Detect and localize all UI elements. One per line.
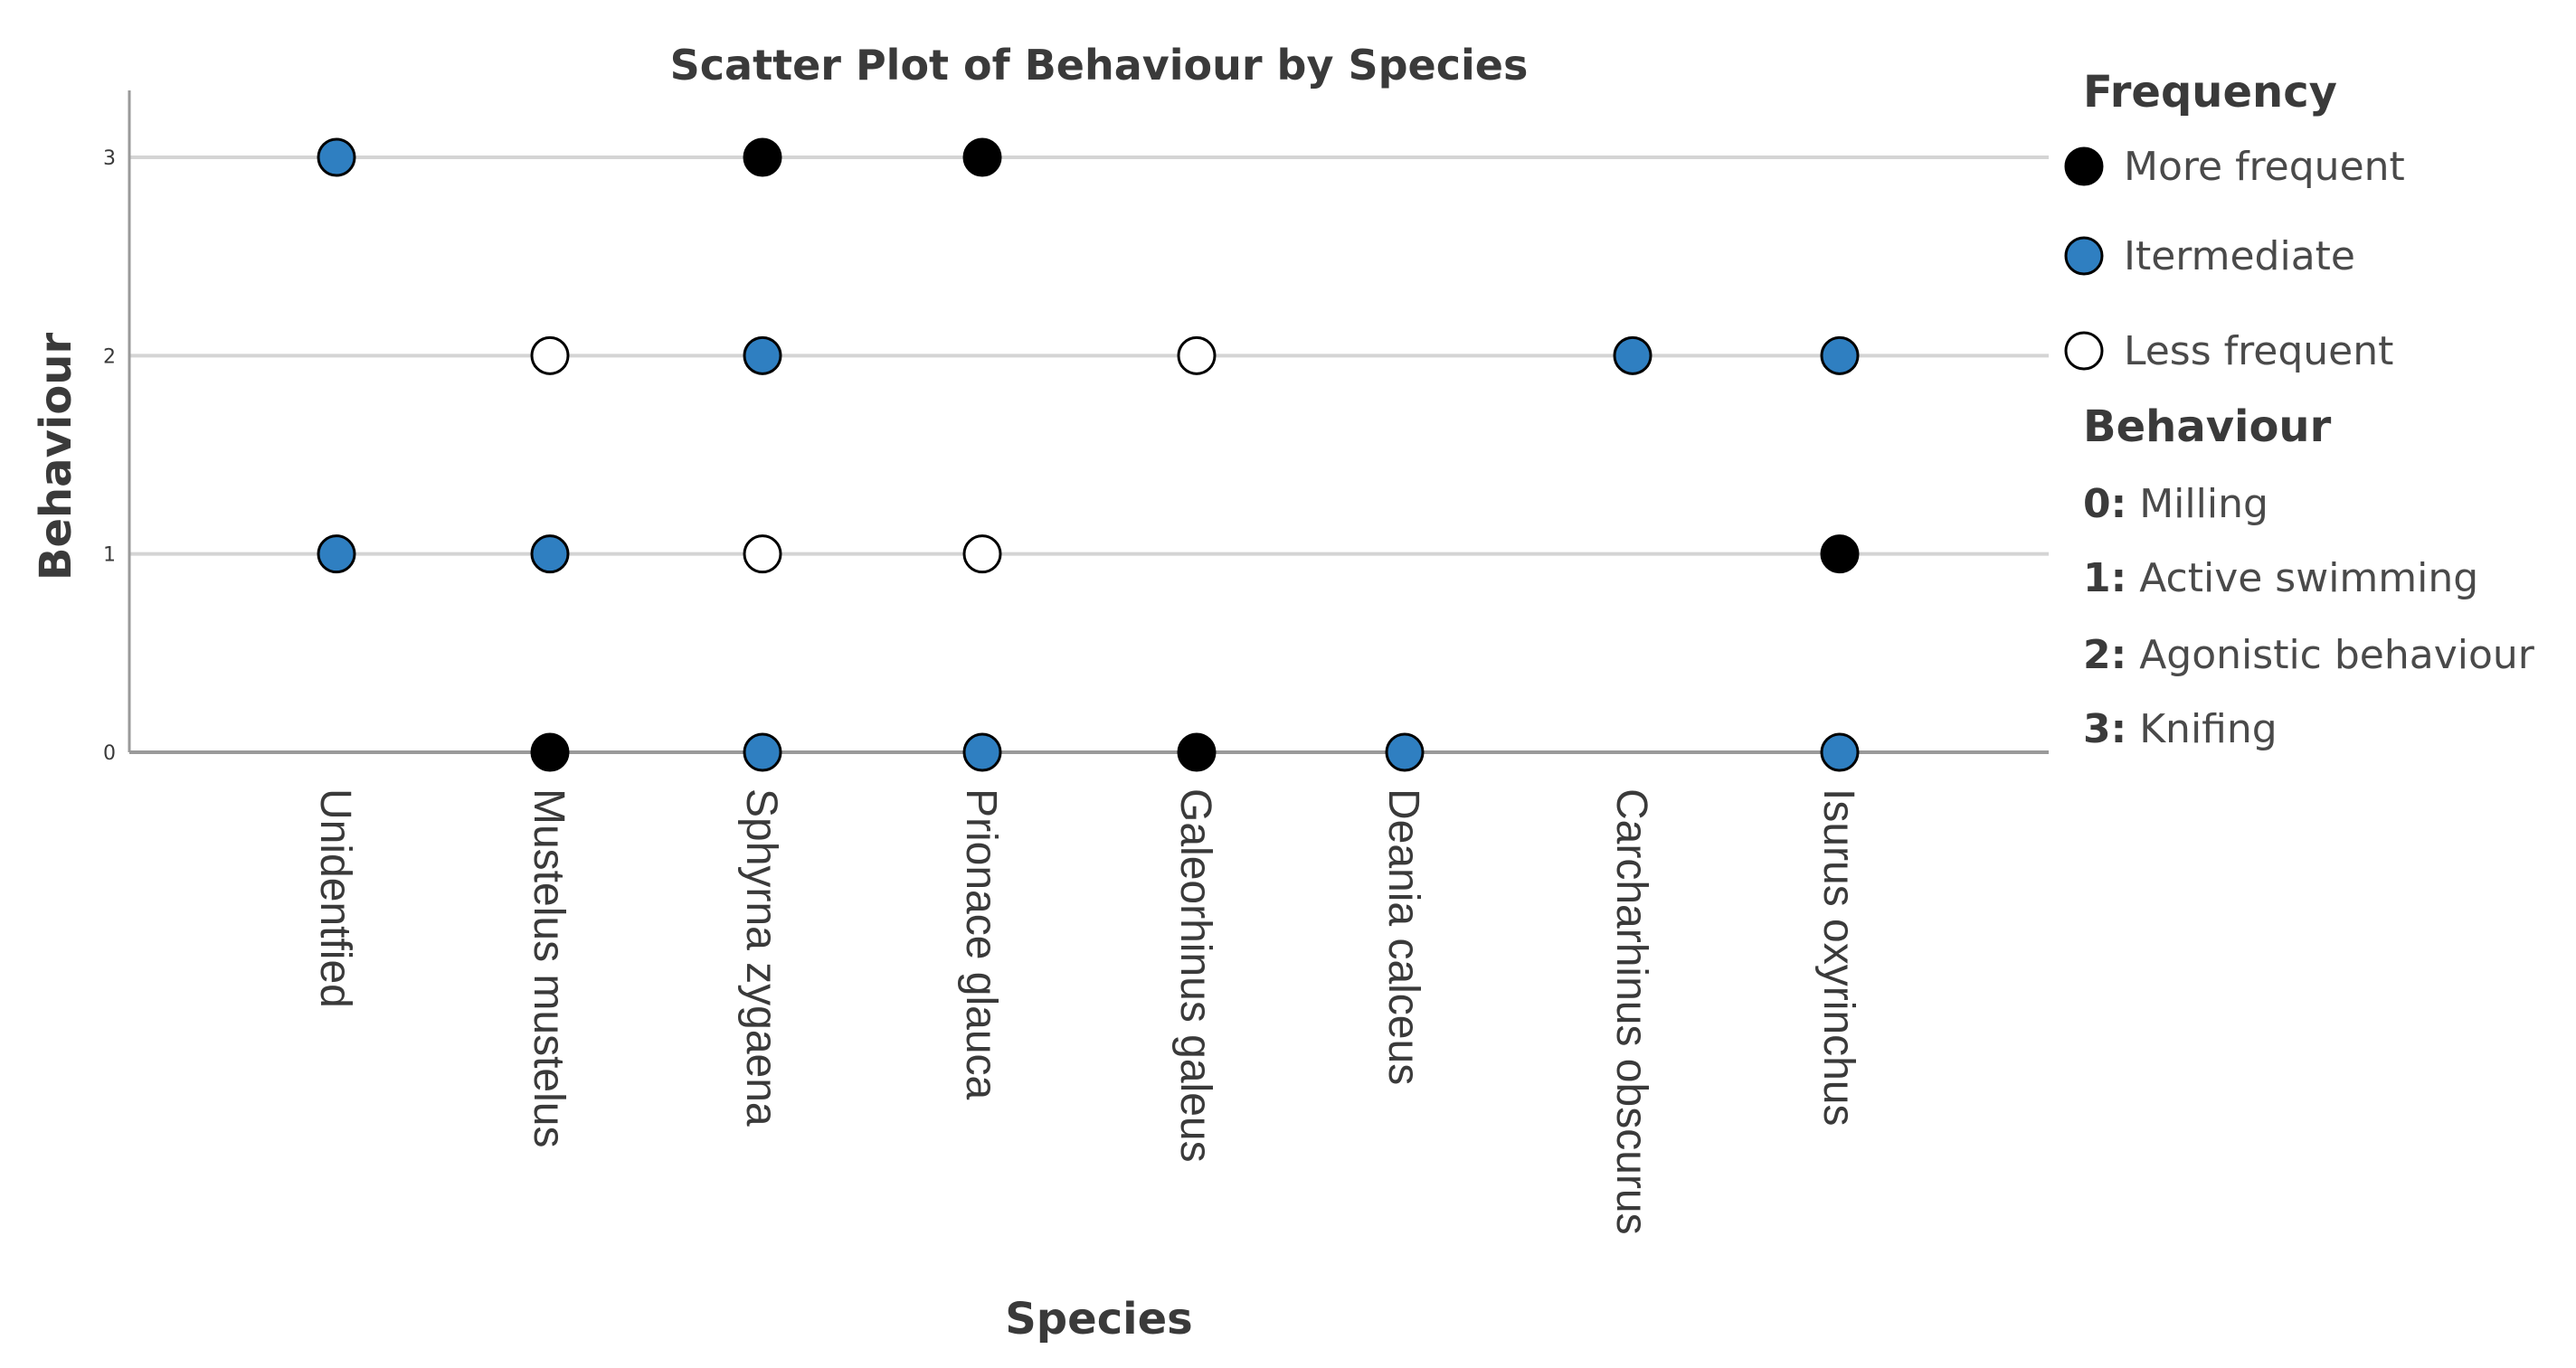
data-points bbox=[317, 137, 1860, 772]
y-tick-label: 0 bbox=[103, 742, 116, 765]
data-point bbox=[1177, 732, 1217, 772]
data-point bbox=[962, 732, 1002, 772]
data-point bbox=[530, 732, 570, 772]
legend-frequency-title: Frequency bbox=[2083, 67, 2337, 118]
legend-behaviour-items: 0: Milling 1: Active swimming 2: Agonistic… bbox=[2083, 481, 2535, 752]
gridlines bbox=[129, 156, 2049, 556]
data-point bbox=[743, 534, 782, 574]
data-point bbox=[962, 534, 1002, 574]
legend-frequency-label: Itermediate bbox=[2124, 233, 2355, 279]
legend: Frequency More frequent Itermediate Less f… bbox=[2064, 67, 2535, 752]
legend-behaviour-label: 2: Agonistic behaviour bbox=[2083, 632, 2535, 678]
legend-marker bbox=[2064, 331, 2104, 371]
legend-frequency-items: More frequent Itermediate Less frequent bbox=[2064, 144, 2405, 374]
data-point bbox=[317, 137, 356, 177]
data-point bbox=[1820, 534, 1860, 574]
data-point bbox=[743, 732, 782, 772]
x-tick-label: Unidentfied bbox=[311, 788, 359, 1008]
data-point bbox=[743, 335, 782, 375]
y-tick-label: 3 bbox=[103, 147, 116, 170]
data-point bbox=[317, 534, 356, 574]
data-point bbox=[1820, 732, 1860, 772]
y-axis-title: Behaviour bbox=[31, 333, 81, 581]
data-point bbox=[530, 335, 570, 375]
data-point bbox=[1820, 335, 1860, 375]
data-point bbox=[962, 137, 1002, 177]
x-tick-label: Isurus oxyrinchus bbox=[1814, 788, 1862, 1126]
data-point bbox=[1385, 732, 1425, 772]
x-tick-label: Sphyrna zygaena bbox=[737, 788, 785, 1127]
x-axis-title: Species bbox=[1005, 1294, 1193, 1344]
legend-behaviour-title: Behaviour bbox=[2083, 401, 2332, 452]
x-tick-label: Carcharhinus obscurus bbox=[1607, 788, 1655, 1235]
data-point bbox=[743, 137, 782, 177]
legend-marker bbox=[2064, 146, 2104, 186]
chart-title: Scatter Plot of Behaviour by Species bbox=[670, 41, 1529, 90]
x-tick-label: Deania calceus bbox=[1379, 788, 1427, 1085]
data-point bbox=[530, 534, 570, 574]
legend-frequency-label: Less frequent bbox=[2124, 328, 2393, 374]
legend-behaviour-label: 0: Milling bbox=[2083, 481, 2268, 527]
data-point bbox=[1177, 335, 1217, 375]
legend-behaviour-label: 3: Knifing bbox=[2083, 706, 2278, 752]
legend-frequency-label: More frequent bbox=[2124, 144, 2405, 190]
y-tick-label: 1 bbox=[103, 544, 116, 567]
axes bbox=[128, 90, 2049, 754]
data-point bbox=[1613, 335, 1653, 375]
x-tick-label: Galeorhinus galeus bbox=[1171, 788, 1219, 1163]
x-tick-labels: Unidentfied Mustelus mustelus Sphyrna zyga… bbox=[311, 788, 1862, 1235]
legend-marker bbox=[2064, 236, 2104, 276]
y-tick-labels: 0 1 2 3 bbox=[103, 147, 116, 765]
x-tick-label: Prionace glauca bbox=[957, 788, 1005, 1100]
legend-behaviour-label: 1: Active swimming bbox=[2083, 555, 2478, 601]
x-tick-label: Mustelus mustelus bbox=[525, 788, 573, 1147]
y-tick-label: 2 bbox=[103, 345, 116, 368]
